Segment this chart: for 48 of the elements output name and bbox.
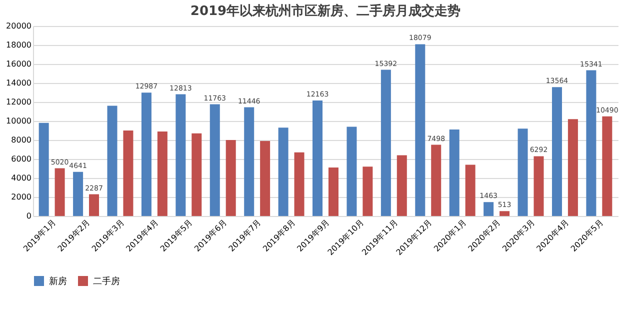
bar	[500, 211, 510, 216]
bar	[449, 130, 460, 216]
bar	[415, 44, 426, 216]
y-tick-label: 10000	[6, 116, 32, 126]
y-tick-label: 0	[26, 212, 32, 220]
y-tick-label: 2000	[11, 192, 32, 202]
chart-title: 2019年以来杭州市区新房、二手房月成交走势	[190, 3, 461, 19]
bar	[586, 70, 596, 216]
y-tick-label: 20000	[6, 22, 32, 30]
bar	[278, 128, 288, 216]
bar	[346, 126, 357, 216]
y-tick-label: 8000	[11, 136, 32, 144]
bar	[431, 144, 442, 216]
legend-label: 新房	[49, 276, 67, 287]
bar	[244, 107, 254, 216]
bar	[176, 94, 186, 216]
bar	[484, 202, 494, 216]
y-tick-label: 14000	[6, 78, 32, 88]
y-tick-label: 12000	[6, 98, 32, 106]
bar	[141, 92, 152, 216]
bar	[107, 106, 118, 216]
bar	[534, 156, 544, 216]
bar	[54, 168, 65, 216]
bar	[518, 128, 528, 216]
bar	[568, 119, 578, 216]
y-tick-label: 18000	[6, 40, 32, 50]
bar	[226, 140, 236, 216]
bar	[465, 164, 476, 216]
y-tick-label: 16000	[6, 60, 32, 68]
bar	[260, 140, 270, 216]
bar	[312, 100, 323, 216]
bar	[328, 168, 338, 216]
bar	[602, 116, 612, 216]
bar	[294, 152, 304, 216]
bar	[73, 172, 84, 216]
bar	[380, 70, 391, 216]
bar	[552, 87, 562, 216]
bar	[89, 194, 100, 216]
bar	[123, 130, 134, 216]
legend-label: 二手房	[93, 276, 120, 287]
bar	[192, 133, 202, 216]
bar	[396, 155, 407, 216]
y-tick-label: 6000	[11, 154, 32, 164]
bar	[210, 104, 220, 216]
bar	[362, 166, 373, 216]
bar	[157, 131, 168, 216]
y-tick-label: 4000	[11, 174, 32, 182]
bar	[38, 122, 49, 216]
